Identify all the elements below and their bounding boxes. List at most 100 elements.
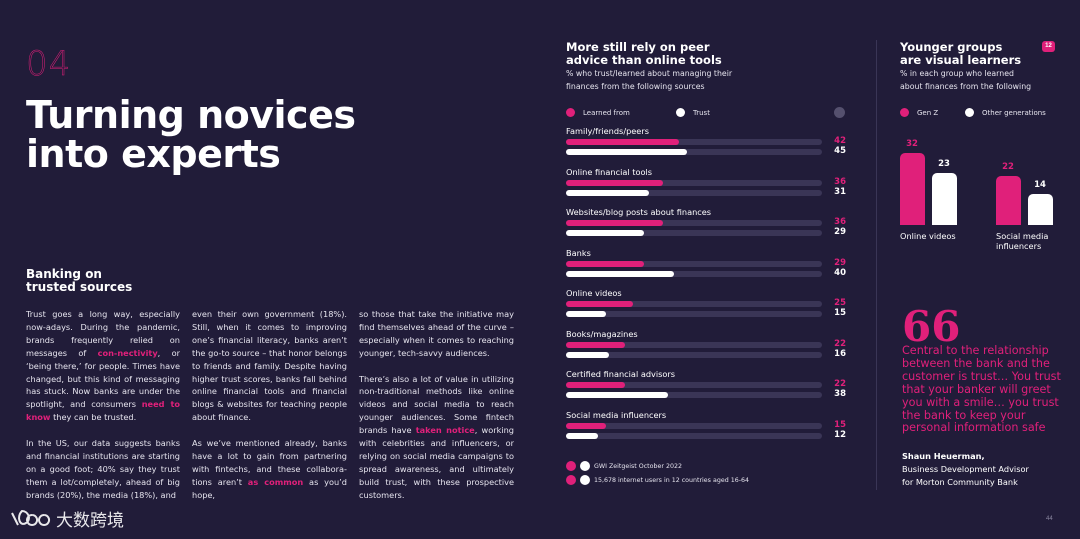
legend-swatch-pink (900, 108, 909, 117)
subheading-line-2: trusted sources (26, 280, 133, 294)
bar-value-label: 29 (834, 227, 846, 237)
bar-value-label: 25 (834, 298, 846, 308)
chart2-title: Younger groups are visual learners (900, 40, 1022, 67)
paragraph: As we’ve mentioned already, banks have a… (192, 438, 347, 500)
link-as-common[interactable]: as common (247, 476, 304, 487)
chart2-badge: 12 (1042, 41, 1055, 52)
bar-value-label: 36 (834, 217, 846, 227)
row-label: Online videos (566, 288, 622, 298)
watermark-logo-icon (11, 509, 51, 526)
column-value-label: 32 (906, 139, 918, 149)
bar-track (566, 341, 822, 348)
bar-trust (566, 230, 644, 236)
bar-learned (566, 139, 679, 145)
bar-track (566, 179, 822, 186)
row-label: Family/friends/peers (566, 126, 649, 136)
row-label: Certified financial advisors (566, 369, 676, 379)
watermark: 大数跨境 (10, 506, 124, 531)
bar-trust (566, 311, 607, 317)
bar-track (566, 311, 822, 317)
chart2-legend-genz: Gen Z (900, 108, 938, 117)
bar-trust (566, 149, 687, 155)
column-genz (996, 175, 1021, 225)
bar-learned (566, 220, 663, 226)
gwi-logo-icon (580, 461, 590, 471)
column-value-label: 14 (1034, 179, 1046, 190)
bar-value-label: 31 (834, 186, 846, 197)
link-taken-notice[interactable]: taken notice (415, 425, 475, 436)
watermark-text: 大数跨境 (56, 511, 124, 531)
bar-value-label: 45 (834, 146, 846, 156)
chart1-header: More still rely on peer advice than onli… (566, 41, 732, 93)
bar-trust (566, 189, 650, 196)
bar-track (566, 230, 822, 236)
bar-learned (566, 179, 663, 186)
bar-track (566, 422, 822, 429)
bar-track (566, 392, 822, 398)
section-number: 04 (26, 44, 72, 85)
bar-value-label: 22 (834, 379, 846, 389)
column-other (932, 173, 957, 225)
bar-learned (566, 382, 626, 388)
bar-track (566, 351, 822, 358)
bar-track (566, 189, 822, 196)
quote-role-line-2: for Morton Community Bank (902, 476, 1018, 487)
body-column-3: so those that take the initiative may fi… (359, 308, 514, 514)
bar-track (566, 220, 822, 226)
chart1-plot: Family/friends/peers 42 45 Online financial… (566, 126, 856, 446)
bar-track (566, 149, 822, 155)
chart2-legend-other: Other generations (965, 108, 1046, 117)
link-need-to-know[interactable]: need to know (26, 399, 180, 423)
column-genz (900, 153, 925, 225)
chart1-title: More still rely on peer advice than onli… (566, 40, 722, 67)
legend-swatch-pink (566, 108, 575, 117)
paragraph: so those that take the initiative may fi… (359, 309, 514, 358)
bar-value-label: 15 (834, 308, 846, 318)
subheading-line-1: Banking on (26, 267, 102, 281)
chart1-legend-trust: Trust (676, 108, 710, 117)
bar-trust (566, 392, 669, 398)
bar-track (566, 139, 822, 145)
bar-value-label: 36 (834, 176, 846, 187)
person-icon (566, 475, 576, 485)
category-label: Social media influencers (996, 231, 1049, 251)
bar-learned (566, 260, 644, 267)
info-icon[interactable] (834, 107, 845, 118)
page-number: 44 (1046, 516, 1053, 522)
globe-icon (566, 461, 576, 471)
body-column-1: Trust goes a long way, especially now-ad… (26, 308, 180, 514)
paragraph: Trust goes a long way, especially now-ad… (26, 309, 180, 423)
bar-value-label: 22 (834, 338, 846, 349)
paragraph: In the US, our data suggests banks and f… (26, 438, 180, 500)
column-value-label: 22 (1002, 161, 1014, 172)
bar-trust (566, 432, 599, 439)
row-label: Online financial tools (566, 166, 653, 177)
legend-swatch-white (676, 108, 685, 117)
bar-learned (566, 301, 634, 307)
page-title: Turning novices into experts (26, 96, 356, 174)
bar-value-label: 12 (834, 429, 846, 440)
quote-author: Shaun Heuerman, (902, 451, 985, 461)
source-line-2: 15,678 internet users in 12 countries ag… (566, 475, 749, 485)
row-label: Banks (566, 247, 591, 258)
chart1-legend-learned: Learned from (566, 108, 630, 117)
quote-attribution: Shaun Heuerman, Business Development Adv… (902, 450, 1029, 488)
column-value-label: 23 (938, 159, 950, 170)
bar-track (566, 301, 822, 307)
bar-track (566, 382, 822, 388)
bar-trust (566, 351, 609, 358)
paragraph: There’s also a lot of value in utilizing… (359, 373, 515, 500)
chart2-subtitle: % in each group who learned about financ… (900, 69, 1032, 91)
bar-value-label: 15 (834, 419, 846, 430)
bar-value-label: 40 (834, 267, 846, 278)
category-label: Online videos (900, 231, 956, 241)
bar-learned (566, 341, 626, 348)
quote-role-line-1: Business Development Advisor (902, 463, 1029, 474)
column-other (1028, 193, 1053, 225)
body-column-2: even their own government (18%). Still, … (192, 308, 347, 514)
bar-learned (566, 422, 607, 429)
bar-track (566, 270, 822, 277)
bar-value-label: 29 (834, 257, 846, 268)
link-connectivity[interactable]: con-nectivity (97, 347, 158, 358)
row-label: Books/magazines (566, 328, 638, 339)
